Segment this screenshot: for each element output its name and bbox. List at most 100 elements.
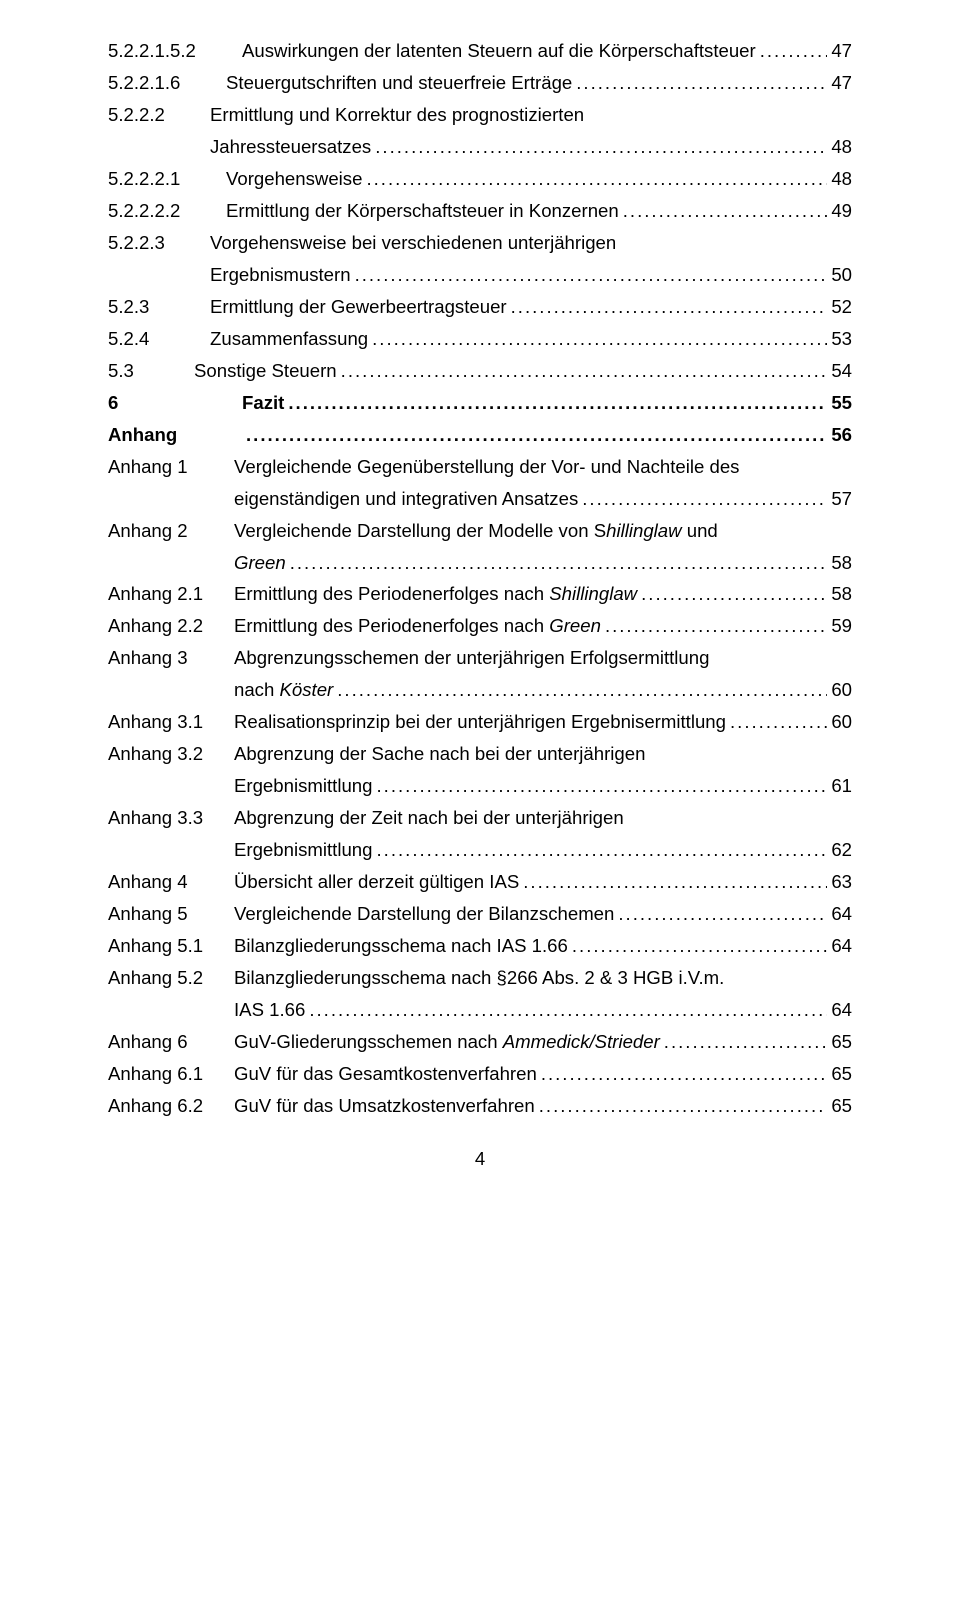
toc-entry: Anhang 1Vergleichende Gegenüberstellung … [108, 451, 852, 483]
toc-page: 5.2.2.1.5.2Auswirkungen der latenten Ste… [0, 0, 960, 1601]
toc-title-continuation: IAS 1.66 [234, 994, 305, 1026]
toc-entry: Anhang56 [108, 419, 852, 451]
toc-page-ref: 63 [831, 866, 852, 898]
toc-leader [246, 419, 827, 451]
toc-entry: Anhang 2.1Ermittlung des Periodenerfolge… [108, 578, 852, 610]
toc-title: GuV für das Umsatzkostenverfahren [234, 1090, 535, 1122]
toc-entry: Anhang 3.1Realisationsprinzip bei der un… [108, 706, 852, 738]
toc-section-number: Anhang 1 [108, 451, 234, 483]
toc-leader [730, 706, 827, 738]
toc-title: Übersicht aller derzeit gültigen IAS [234, 866, 519, 898]
toc-page-ref: 47 [831, 67, 852, 99]
toc-section-number: Anhang 3.1 [108, 706, 234, 738]
toc-entry: 5.2.2.1.5.2Auswirkungen der latenten Ste… [108, 35, 852, 67]
toc-container: 5.2.2.1.5.2Auswirkungen der latenten Ste… [108, 35, 852, 1122]
toc-title: Abgrenzung der Sache nach bei der unterj… [234, 738, 645, 770]
toc-leader [337, 674, 827, 706]
toc-page-ref: 52 [831, 291, 852, 323]
toc-title: Abgrenzungsschemen der unterjährigen Erf… [234, 642, 709, 674]
toc-page-ref: 64 [831, 930, 852, 962]
toc-section-number: Anhang 2 [108, 515, 234, 547]
toc-leader [355, 259, 828, 291]
toc-page-ref: 65 [831, 1090, 852, 1122]
toc-leader [372, 323, 827, 355]
toc-page-ref: 61 [831, 770, 852, 802]
toc-entry: Anhang 6.2GuV für das Umsatzkostenverfah… [108, 1090, 852, 1122]
toc-entry: 5.2.2.3Vorgehensweise bei verschiedenen … [108, 227, 852, 259]
toc-section-number: Anhang 5 [108, 898, 234, 930]
toc-entry-continuation: IAS 1.66 64 [108, 994, 852, 1026]
toc-section-number: Anhang 6 [108, 1026, 234, 1058]
toc-section-number: 5.2.4 [108, 323, 210, 355]
toc-entry-continuation: Ergebnismittlung61 [108, 770, 852, 802]
toc-entry: 5.3Sonstige Steuern54 [108, 355, 852, 387]
toc-title: Zusammenfassung [210, 323, 368, 355]
toc-leader [341, 355, 828, 387]
toc-entry-continuation: Ergebnismittlung62 [108, 834, 852, 866]
toc-section-number: 5.2.2.2.1 [108, 163, 226, 195]
toc-section-number: 5.2.2.2 [108, 99, 210, 131]
toc-entry: 5.2.2.2.1Vorgehensweise 48 [108, 163, 852, 195]
toc-section-number: Anhang 5.1 [108, 930, 234, 962]
toc-title: Ermittlung des Periodenerfolges nach Shi… [234, 578, 637, 610]
toc-title: Steuergutschriften und steuerfreie Erträ… [226, 67, 572, 99]
toc-section-number: Anhang 6.1 [108, 1058, 234, 1090]
toc-page-ref: 58 [831, 578, 852, 610]
toc-leader [541, 1058, 828, 1090]
toc-leader [539, 1090, 828, 1122]
toc-title: Ermittlung und Korrektur des prognostizi… [210, 99, 584, 131]
toc-title: Fazit [242, 387, 284, 419]
toc-section-number: Anhang 4 [108, 866, 234, 898]
toc-entry: Anhang 3.3Abgrenzung der Zeit nach bei d… [108, 802, 852, 834]
toc-entry: 6Fazit 55 [108, 387, 852, 419]
toc-section-number: Anhang 3.2 [108, 738, 234, 770]
toc-entry: 5.2.2.1.6Steuergutschriften und steuerfr… [108, 67, 852, 99]
toc-entry: Anhang 5.1Bilanzgliederungsschema nach I… [108, 930, 852, 962]
toc-page-ref: 64 [831, 898, 852, 930]
toc-leader [375, 131, 827, 163]
toc-leader [288, 387, 827, 419]
toc-page-ref: 56 [831, 419, 852, 451]
toc-page-ref: 48 [831, 131, 852, 163]
toc-section-number: 5.2.2.1.6 [108, 67, 226, 99]
toc-leader [511, 291, 828, 323]
toc-title: Vergleichende Darstellung der Bilanzsche… [234, 898, 614, 930]
toc-page-ref: 55 [831, 387, 852, 419]
toc-entry: 5.2.4Zusammenfassung 53 [108, 323, 852, 355]
toc-page-ref: 54 [831, 355, 852, 387]
toc-entry: Anhang 3Abgrenzungsschemen der unterjähr… [108, 642, 852, 674]
toc-title: Vorgehensweise bei verschiedenen unterjä… [210, 227, 616, 259]
toc-section-number: 5.2.3 [108, 291, 210, 323]
toc-page-ref: 53 [831, 323, 852, 355]
toc-section-number: Anhang 2.2 [108, 610, 234, 642]
toc-page-ref: 65 [831, 1058, 852, 1090]
toc-entry: Anhang 5Vergleichende Darstellung der Bi… [108, 898, 852, 930]
toc-title: Ermittlung des Periodenerfolges nach Gre… [234, 610, 601, 642]
toc-title-continuation: Green [234, 547, 286, 579]
toc-title: Vorgehensweise [226, 163, 362, 195]
toc-leader [572, 930, 827, 962]
toc-section-number: Anhang 6.2 [108, 1090, 234, 1122]
toc-page-ref: 47 [831, 35, 852, 67]
toc-page-ref: 48 [831, 163, 852, 195]
toc-page-ref: 64 [831, 994, 852, 1026]
toc-page-ref: 60 [831, 706, 852, 738]
toc-leader [377, 834, 828, 866]
toc-section-number: 6 [108, 387, 242, 419]
toc-title: Auswirkungen der latenten Steuern auf di… [242, 35, 756, 67]
toc-page-ref: 62 [831, 834, 852, 866]
toc-entry: Anhang 2Vergleichende Darstellung der Mo… [108, 515, 852, 547]
toc-title: Ermittlung der Körperschaftsteuer in Kon… [226, 195, 619, 227]
toc-entry: Anhang 6GuV-Gliederungsschemen nach Amme… [108, 1026, 852, 1058]
toc-section-number: 5.2.2.2.2 [108, 195, 226, 227]
toc-title: Bilanzgliederungsschema nach IAS 1.66 [234, 930, 568, 962]
toc-entry: Anhang 4Übersicht aller derzeit gültigen… [108, 866, 852, 898]
toc-section-number: Anhang 5.2 [108, 962, 234, 994]
toc-title-continuation: nach Köster [234, 674, 333, 706]
toc-page-ref: 59 [831, 610, 852, 642]
toc-title-continuation: Ergebnismustern [210, 259, 351, 291]
toc-entry-continuation: nach Köster60 [108, 674, 852, 706]
toc-leader [641, 578, 827, 610]
toc-leader [366, 163, 827, 195]
toc-entry-continuation: eigenständigen und integrativen Ansatzes… [108, 483, 852, 515]
